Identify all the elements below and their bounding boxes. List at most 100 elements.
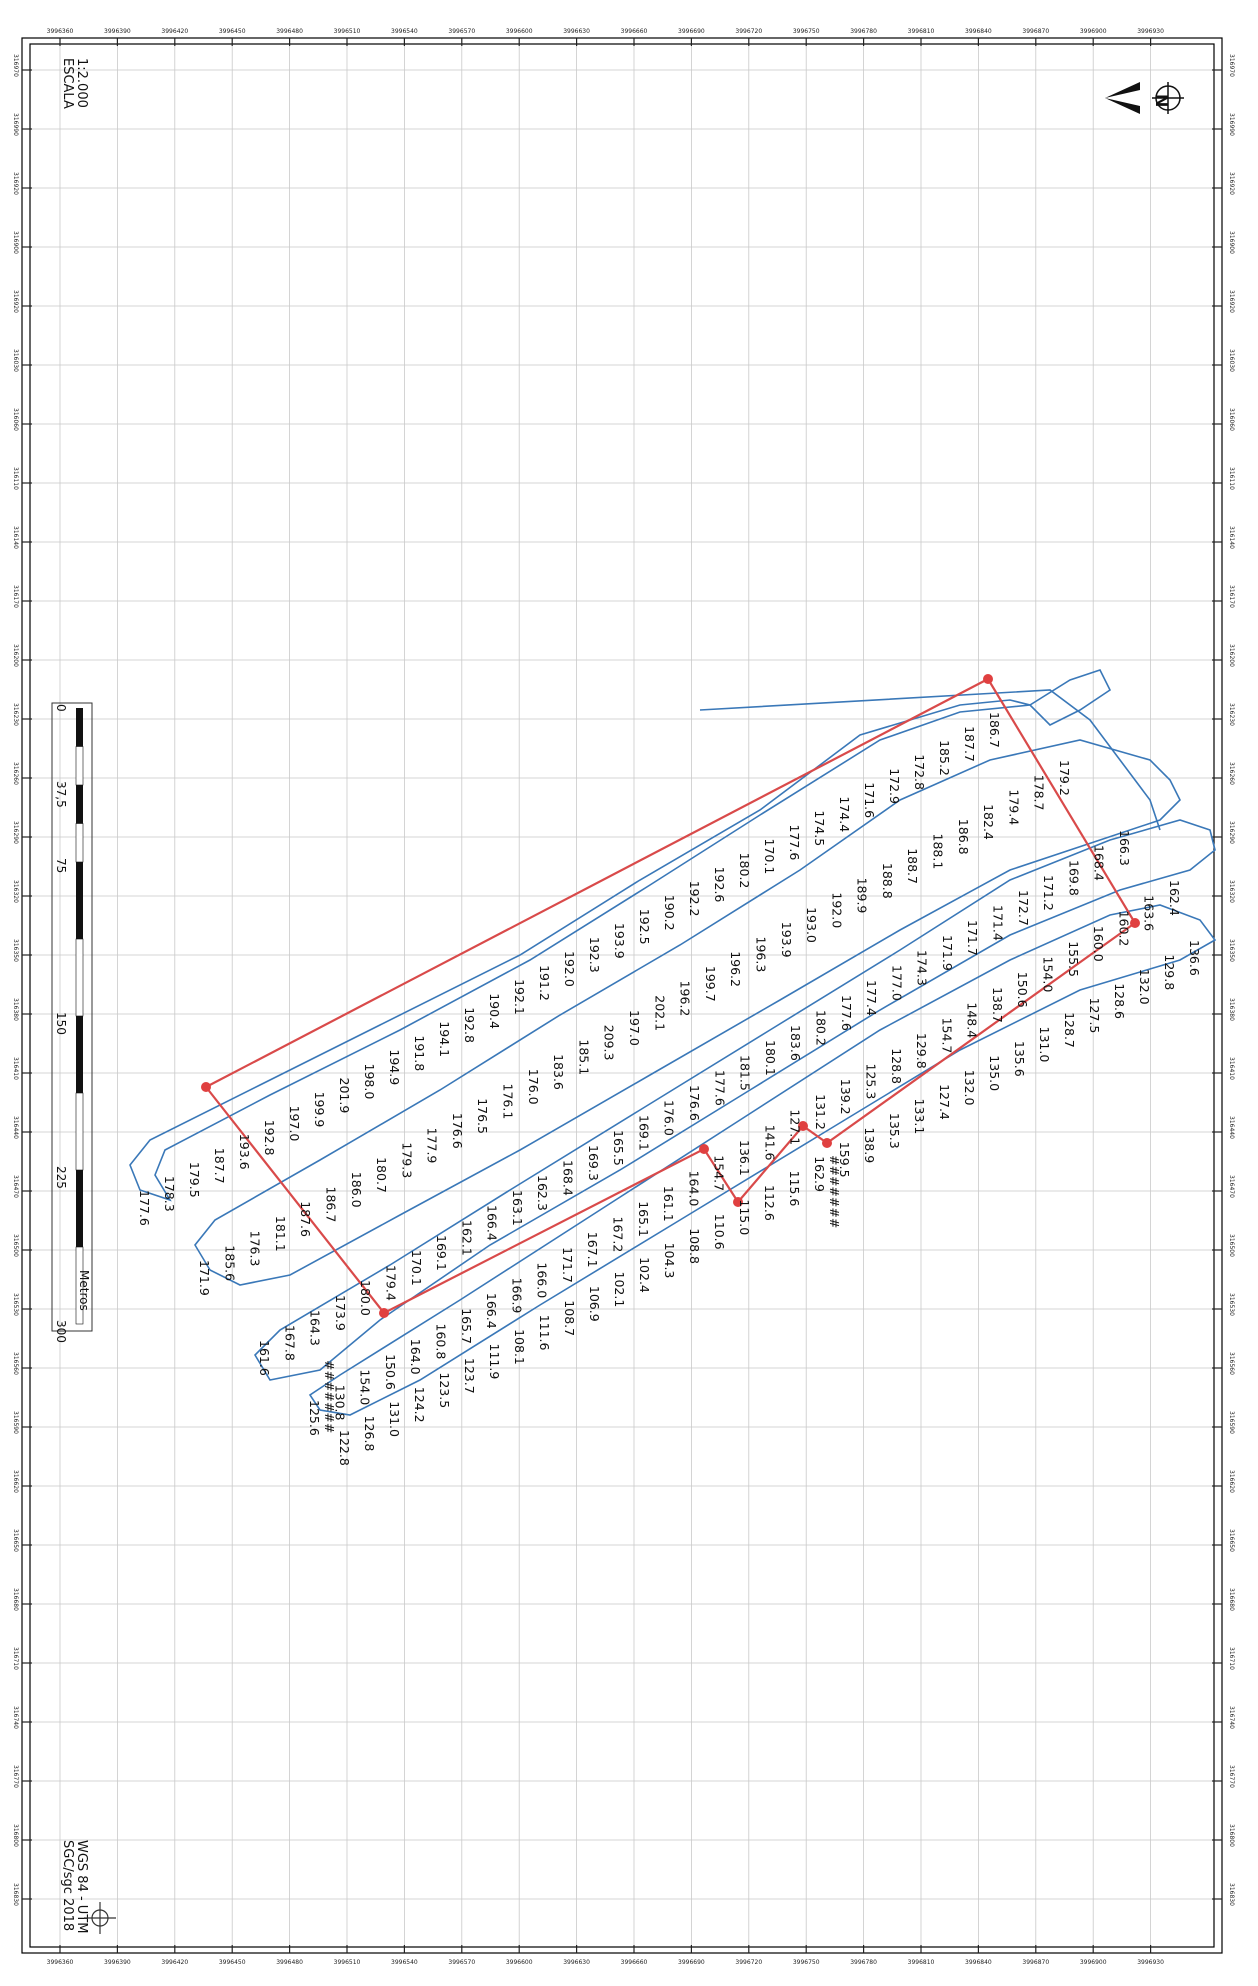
bottom-coordinate-label: 3996420 [161, 1959, 188, 1966]
right-coordinate-label: 316500 [1228, 1234, 1235, 1257]
elevation-label: 106.9 [587, 1286, 602, 1322]
elevation-labels: 186.7 187.7 185.2 172.8 172.9 171.6 174.4 174.5… [137, 712, 1202, 1466]
elevation-label: 148.4 [965, 1002, 980, 1038]
right-coordinate-labels: 316970 316990 316920 316900 316920 316030 3160… [1228, 54, 1235, 1906]
elevation-label: 197.0 [287, 1106, 302, 1142]
right-coordinate-label: 316920 [1228, 172, 1235, 195]
scale-bar-label: 150 [54, 1012, 68, 1035]
elevation-label: 179.2 [1057, 760, 1072, 796]
elevation-label: 172.8 [912, 754, 927, 790]
elevation-label: 161.6 [257, 1340, 272, 1376]
right-coordinate-label: 316590 [1228, 1411, 1235, 1434]
elevation-label: 168.4 [1092, 845, 1107, 881]
left-coordinate-label: 316200 [12, 644, 19, 667]
right-coordinate-label: 316650 [1228, 1529, 1235, 1552]
elevation-label: 193.0 [804, 907, 819, 943]
elevation-label: 187.7 [962, 726, 977, 762]
left-coordinate-label: 316920 [12, 172, 19, 195]
elevation-label: 136.1 [737, 1140, 752, 1176]
elevation-label: 177.0 [889, 965, 904, 1001]
elevation-label: 174.5 [812, 810, 827, 846]
track-line-4 [308, 904, 1217, 1416]
bottom-coordinate-label: 3996570 [448, 1959, 475, 1966]
elevation-label: 188.1 [931, 834, 946, 870]
top-coordinate-label: 3996840 [965, 28, 992, 35]
top-coordinate-label: 3996720 [735, 28, 762, 35]
right-coordinate-label: 316320 [1228, 880, 1235, 903]
elevation-label: 177.4 [864, 980, 879, 1016]
right-coordinate-label: 316170 [1228, 585, 1235, 608]
elevation-label: 111.9 [487, 1344, 502, 1380]
elevation-label: 185.6 [222, 1245, 237, 1281]
elevation-label: 199.9 [312, 1092, 327, 1128]
elevation-label: 135.0 [987, 1055, 1002, 1091]
left-coordinate-label: 316440 [12, 1116, 19, 1139]
elevation-label: 178.7 [1032, 775, 1047, 811]
boundary-vertex [379, 1308, 389, 1318]
elevation-label: 176.0 [662, 1100, 677, 1136]
left-coordinate-label: 316110 [12, 467, 19, 490]
scale-label: ESCALA [60, 58, 75, 109]
elevation-label: 192.0 [562, 951, 577, 987]
track-line-3 [253, 819, 1216, 1381]
elevation-label: 169.8 [1066, 860, 1081, 896]
credit-text: SGC/sgc 2018 [60, 1840, 75, 1931]
scale-bar-segment [75, 1246, 84, 1325]
right-coordinate-label: 316770 [1228, 1765, 1235, 1788]
elevation-label: 127.4 [937, 1084, 952, 1120]
elevation-label: 160.0 [1091, 926, 1106, 962]
bottom-coordinate-label: 3996360 [47, 1959, 74, 1966]
top-coordinate-label: 3996660 [621, 28, 648, 35]
elevation-label: 128.8 [889, 1048, 904, 1084]
left-coordinate-label: 316620 [12, 1470, 19, 1493]
elevation-label: 192.6 [712, 867, 727, 903]
elevation-label: 176.1 [501, 1084, 516, 1120]
elevation-label: 183.6 [551, 1054, 566, 1090]
left-coordinate-label: 316060 [12, 408, 19, 431]
elevation-label: 154.0 [358, 1369, 373, 1405]
elevation-label: 123.5 [437, 1372, 452, 1408]
coordinate-grid [22, 38, 1222, 1953]
elevation-label: 169.1 [434, 1235, 449, 1271]
bottom-coordinate-label: 3996690 [678, 1959, 705, 1966]
scale-unit: Metros [77, 1270, 91, 1311]
elevation-label: 160.2 [1116, 911, 1131, 947]
elevation-label: 192.1 [512, 979, 527, 1015]
top-coordinate-label: 3996690 [678, 28, 705, 35]
right-coordinate-label: 316800 [1228, 1824, 1235, 1847]
elevation-label: 111.6 [537, 1315, 552, 1351]
elevation-label: 138.7 [990, 987, 1005, 1023]
elevation-label: 198.0 [362, 1064, 377, 1100]
left-coordinate-label: 316470 [12, 1175, 19, 1198]
elevation-label: 136.6 [1187, 940, 1202, 976]
bottom-coordinate-label: 3996810 [908, 1959, 935, 1966]
elevation-label: 188.8 [880, 863, 895, 899]
top-coordinate-label: 3996900 [1080, 28, 1107, 35]
elevation-label: 138.9 [862, 1127, 877, 1163]
elevation-label: 126.8 [362, 1416, 377, 1452]
elevation-label: 165.1 [636, 1201, 651, 1237]
top-coordinate-label: 3996510 [334, 28, 361, 35]
top-coordinate-label: 3996420 [161, 28, 188, 35]
elevation-label: 166.4 [485, 1205, 500, 1241]
elevation-label: 166.0 [535, 1262, 550, 1298]
elevation-label: 177.6 [839, 995, 854, 1031]
elevation-label: 171.6 [862, 782, 877, 818]
elevation-label: 127.1 [788, 1109, 803, 1145]
left-coordinate-label: 316230 [12, 703, 19, 726]
elevation-label: 185.2 [937, 740, 952, 776]
left-coordinate-label: 316320 [12, 880, 19, 903]
elevation-label: 180.2 [737, 853, 752, 889]
track-line-1 [129, 669, 1112, 1202]
scale-bar-label: 37,5 [54, 781, 68, 808]
bottom-coordinate-label: 3996510 [334, 1959, 361, 1966]
track-line-5 [699, 689, 1161, 831]
elevation-label: 127.5 [1087, 998, 1102, 1034]
elevation-label: 177.9 [425, 1128, 440, 1164]
elevation-label: 122.8 [337, 1430, 352, 1466]
elevation-label: 162.1 [459, 1220, 474, 1256]
elevation-label: 162.3 [535, 1175, 550, 1211]
elevation-label: 190.2 [662, 895, 677, 931]
elevation-label: 199.7 [703, 966, 718, 1002]
boundary-vertex [798, 1121, 808, 1131]
